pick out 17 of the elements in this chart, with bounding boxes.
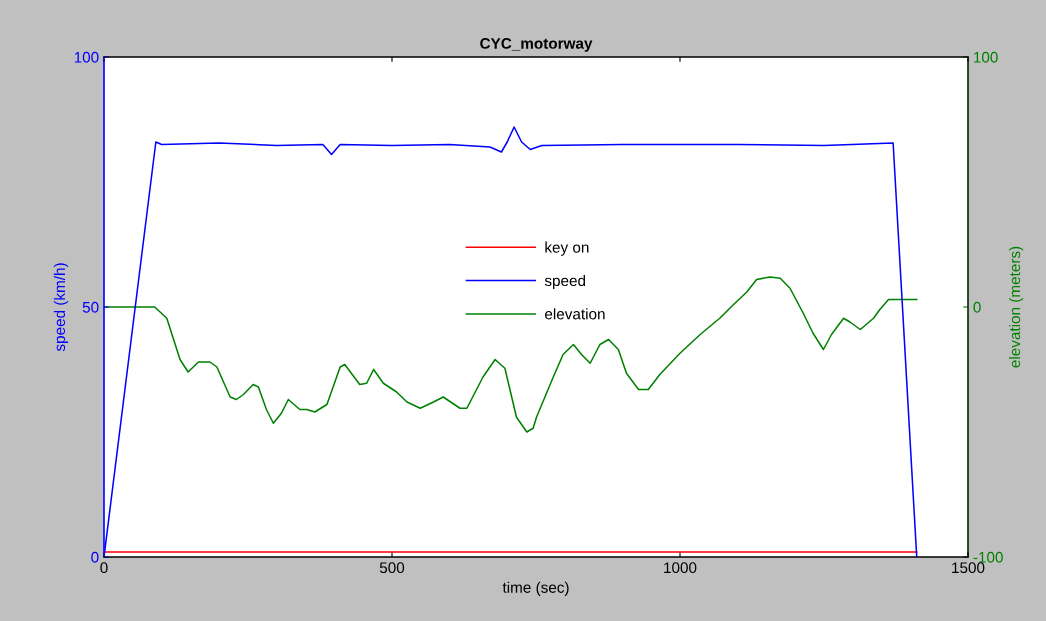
y2-axis-title: elevation (meters)	[1008, 246, 1024, 368]
legend-label: key on	[545, 241, 589, 256]
chart-title: CYC_motorway	[480, 38, 593, 52]
y-tick-label: 50	[82, 301, 99, 313]
y2-tick-label: 100	[974, 51, 998, 63]
y-axis-title: speed (km/h)	[53, 263, 69, 352]
x-tick-label: 1000	[664, 562, 697, 574]
x-tick-label: 1500	[952, 562, 985, 574]
y2-tick-label: 0	[973, 301, 981, 313]
x-axis-title: time (sec)	[502, 581, 569, 596]
x-tick-label: 0	[100, 562, 108, 574]
y-tick-label: 100	[74, 51, 99, 63]
legend-label: elevation	[545, 308, 605, 320]
legend-label: speed	[544, 274, 586, 290]
y2-tick-label: -100	[973, 551, 1003, 563]
x-tick-label: 500	[379, 562, 405, 574]
y-tick-label: 0	[91, 551, 99, 563]
